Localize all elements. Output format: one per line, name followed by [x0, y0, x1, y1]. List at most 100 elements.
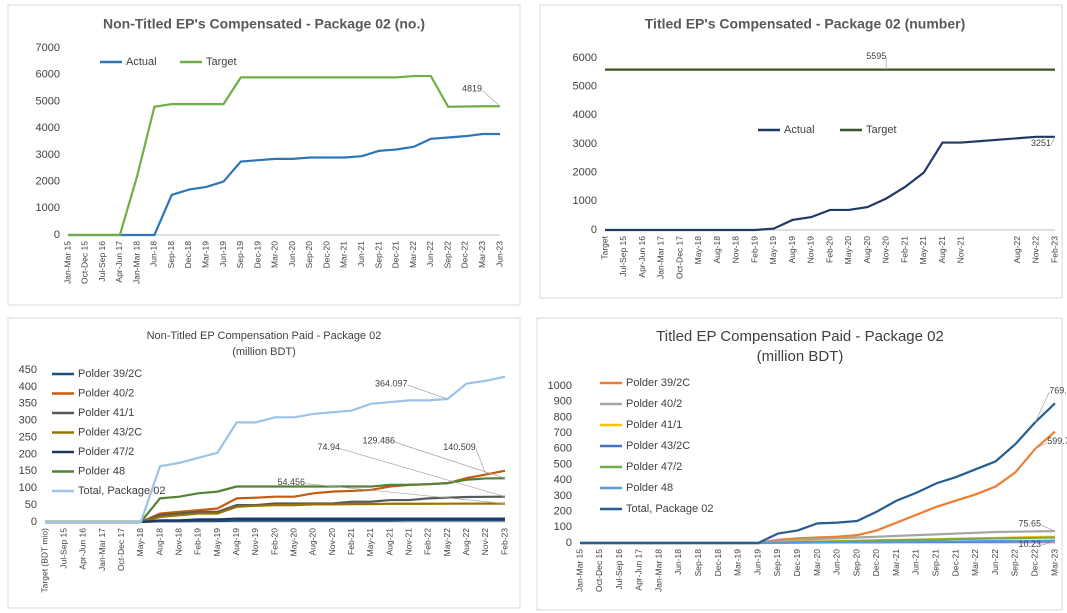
label-leader	[407, 384, 448, 400]
y-tick-label: 0	[31, 516, 37, 528]
legend-label: Target	[206, 56, 237, 68]
y-tick-label: 300	[19, 415, 37, 427]
panel	[7, 317, 521, 609]
y-tick-label: 200	[554, 506, 572, 518]
x-tick-label: Feb-19	[749, 236, 759, 263]
x-tick-label: Target	[599, 235, 609, 259]
x-tick-label: Mar-22	[970, 549, 980, 576]
x-tick-label: Jan-Mar 18	[131, 241, 141, 284]
x-tick-label: Sep-19	[235, 241, 245, 269]
x-tick-label: Feb-23	[1049, 236, 1059, 263]
x-tick-label: Sep-22	[442, 241, 452, 269]
x-tick-label: Apr-Jun 17	[634, 549, 644, 591]
y-tick-label: 1000	[36, 202, 60, 214]
x-tick-label: Jun-22	[990, 549, 1000, 575]
x-tick-label: May-19	[212, 528, 222, 557]
x-tick-label: Dec-18	[713, 549, 723, 577]
legend-label: Polder 40/2	[626, 398, 682, 410]
data-label: 75.65	[1018, 518, 1041, 528]
data-label: 10.23	[1018, 539, 1041, 549]
legend-label: Polder 47/2	[78, 446, 134, 458]
y-tick-label: 200	[19, 448, 37, 460]
series-line	[580, 402, 1056, 545]
y-tick-label: 600	[554, 443, 572, 455]
x-tick-label: Nov-21	[956, 236, 966, 264]
y-tick-label: 3000	[36, 149, 60, 161]
x-tick-label: Jun-20	[832, 549, 842, 575]
y-tick-label: 6000	[36, 69, 60, 81]
x-tick-label: May-21	[918, 236, 928, 265]
y-tick-label: 400	[554, 474, 572, 486]
x-tick-label: Nov-21	[403, 528, 413, 556]
x-tick-label: Nov-18	[731, 236, 741, 264]
data-label: 4819	[462, 84, 482, 94]
x-tick-label: Mar-19	[200, 241, 210, 268]
x-tick-label: Jan-Mar 15	[574, 549, 584, 592]
y-tick-label: 100	[19, 482, 37, 494]
x-tick-label: Nov-18	[173, 528, 183, 556]
x-tick-label: Jun-18	[673, 549, 683, 575]
legend-label: Total, Package 02	[78, 485, 165, 497]
x-tick-label: Dec-22	[460, 241, 470, 269]
x-tick-label: Jan-Mar 15	[62, 241, 72, 284]
y-tick-label: 7000	[36, 42, 60, 54]
x-tick-label: Sep-21	[931, 549, 941, 577]
y-tick-label: 5000	[36, 95, 60, 107]
panel	[539, 4, 1063, 299]
x-tick-label: Jun-21	[911, 549, 921, 575]
legend-label: Polder 43/2C	[626, 440, 690, 452]
x-tick-label: Jun-20	[287, 241, 297, 267]
x-tick-label: Nov-20	[327, 528, 337, 556]
x-tick-label: Jun-18	[149, 241, 159, 267]
x-tick-label: Aug-20	[862, 236, 872, 264]
x-tick-label: Oct-Dec 15	[80, 241, 90, 284]
x-tick-label: Feb-23	[499, 528, 509, 555]
y-tick-label: 450	[19, 364, 37, 376]
x-tick-label: Jun-22	[425, 241, 435, 267]
x-tick-label: Feb-20	[269, 528, 279, 555]
x-tick-label: Dec-21	[950, 549, 960, 577]
label-leader	[1034, 392, 1050, 423]
x-tick-label: Sep-20	[851, 549, 861, 577]
x-tick-label: Mar-23	[1049, 549, 1059, 576]
x-tick-label: Feb-19	[193, 528, 203, 555]
legend-label: Target	[866, 124, 897, 136]
x-tick-label: Aug-18	[154, 528, 164, 556]
label-leader	[304, 483, 506, 504]
x-tick-label: Mar-21	[339, 241, 349, 268]
x-tick-label: Feb-21	[346, 528, 356, 555]
y-tick-label: 5000	[573, 81, 597, 93]
y-tick-label: 4000	[573, 109, 597, 121]
x-tick-label: Dec-21	[391, 241, 401, 269]
x-tick-label: Dec-22	[1029, 549, 1039, 577]
x-tick-label: Mar-20	[812, 549, 822, 576]
data-label: 769.38	[1049, 386, 1067, 396]
y-tick-label: 50	[25, 499, 37, 511]
x-tick-label: Jun-19	[218, 241, 228, 267]
x-tick-label: Apr-Jun 17	[114, 241, 124, 283]
x-tick-label: Feb-20	[824, 236, 834, 263]
legend-label: Polder 48	[78, 465, 125, 477]
x-tick-label: Dec-20	[871, 549, 881, 577]
label-leader	[1040, 524, 1056, 532]
x-tick-label: Jan-Mar 17	[97, 528, 107, 571]
data-label: 3251	[1031, 138, 1051, 148]
series-line	[45, 375, 506, 524]
x-tick-label: Apr-Jun 16	[637, 236, 647, 278]
x-tick-label: Nov-19	[250, 528, 260, 556]
data-label: 74.94	[317, 442, 340, 452]
chart-subtitle: (million BDT)	[232, 346, 296, 358]
x-tick-label: May-19	[768, 236, 778, 265]
panel	[7, 4, 521, 306]
x-tick-label: Jan-Mar 18	[653, 549, 663, 592]
y-tick-label: 400	[19, 381, 37, 393]
data-label: 364.097	[375, 378, 408, 388]
legend-label: Polder 40/2	[78, 387, 134, 399]
y-tick-label: 350	[19, 398, 37, 410]
legend-label: Polder 47/2	[626, 461, 682, 473]
x-tick-label: Mar-21	[891, 549, 901, 576]
label-leader	[475, 448, 487, 475]
x-tick-label: Nov-19	[806, 236, 816, 264]
x-tick-label: Jan-Mar 17	[656, 236, 666, 279]
